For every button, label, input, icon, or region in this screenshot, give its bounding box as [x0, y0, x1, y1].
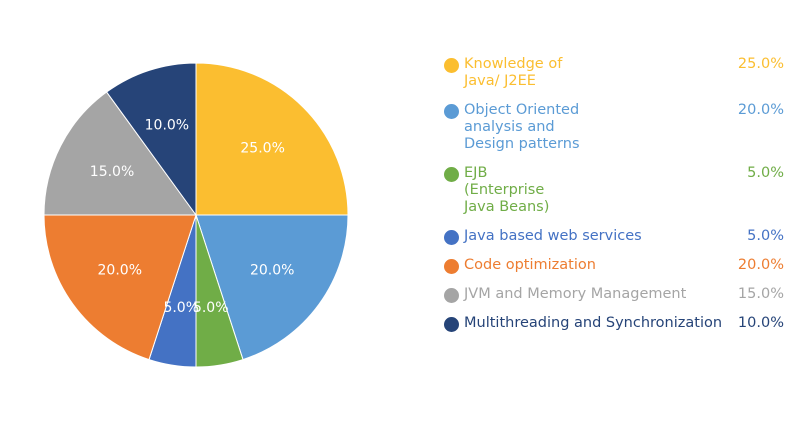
legend-item[interactable]: Multithreading and Synchronization 10.0%: [444, 315, 784, 332]
pie-slice-5[interactable]: [43, 214, 197, 361]
pie-plot-area: 25.0% 20.0% 5.0%5.0% 20.0% 15.0% 10.0%: [43, 62, 349, 368]
legend-dot-icon: [444, 230, 459, 245]
legend-value: 15.0%: [737, 286, 784, 302]
legend-item[interactable]: Java based web services 5.0%: [444, 228, 784, 245]
legend-item[interactable]: Code optimization 20.0%: [444, 257, 784, 274]
legend-item[interactable]: Object Oriented analysis and Design patt…: [444, 102, 784, 153]
legend-value: 5.0%: [747, 165, 784, 181]
legend-label: Java based web services: [464, 228, 642, 244]
pie-slice-6[interactable]: [43, 91, 197, 216]
legend-item[interactable]: EJB (Enterprise Java Beans) 5.0%: [444, 165, 784, 216]
legend-label: Knowledge of Java/ J2EE: [464, 56, 563, 89]
legend-dot-icon: [444, 58, 459, 73]
legend-item[interactable]: Knowledge of Java/ J2EE 25.0%: [444, 56, 784, 90]
legend-label: Multithreading and Synchronization: [464, 315, 723, 331]
pie-slice-2[interactable]: [195, 214, 349, 361]
pie-slice-label-5: 20.0%: [98, 262, 142, 278]
legend: Knowledge of Java/ J2EE 25.0% Object Orien…: [444, 56, 784, 344]
legend-dot-icon: [444, 104, 459, 119]
legend-value: 20.0%: [737, 102, 784, 118]
legend-dot-icon: [444, 259, 459, 274]
legend-label: Object Oriented analysis and Design patt…: [464, 102, 580, 152]
legend-label: Code optimization: [464, 257, 596, 273]
pie-slice-label-3: 5.0%: [193, 300, 229, 316]
pie-slice-1[interactable]: [195, 62, 349, 216]
legend-value: 5.0%: [747, 228, 784, 244]
pie-slice-label-7: 10.0%: [145, 117, 189, 133]
legend-item[interactable]: JVM and Memory Management 15.0%: [444, 286, 784, 303]
legend-label: EJB (Enterprise Java Beans): [464, 165, 550, 215]
legend-value: 20.0%: [737, 257, 784, 273]
legend-label: JVM and Memory Management: [464, 286, 687, 302]
legend-dot-icon: [444, 288, 459, 303]
legend-dot-icon: [444, 167, 459, 182]
pie-slice-label-2: 20.0%: [250, 262, 294, 278]
pie-slice-label-1: 25.0%: [240, 140, 284, 156]
pie-slice-label-6: 15.0%: [90, 164, 134, 180]
legend-value: 25.0%: [737, 56, 784, 72]
legend-dot-icon: [444, 317, 459, 332]
legend-value: 10.0%: [737, 315, 784, 331]
pie-slice-label-4: 5.0%: [163, 300, 199, 316]
pie-slice-7[interactable]: [105, 62, 197, 217]
